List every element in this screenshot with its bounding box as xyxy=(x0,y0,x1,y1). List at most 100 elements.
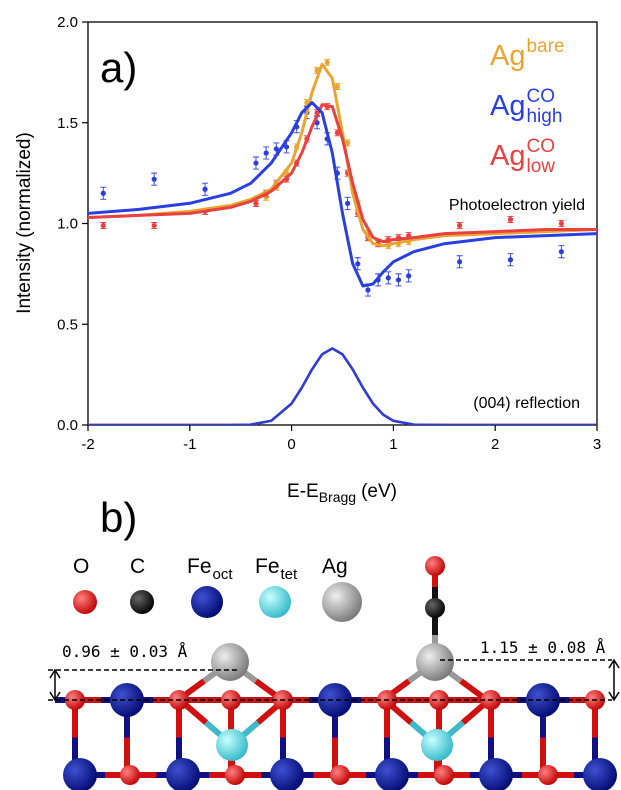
panel-label: b) xyxy=(100,494,137,541)
y-tick-label: 0.5 xyxy=(57,316,78,333)
data-point xyxy=(273,146,279,152)
arrow-head xyxy=(49,668,61,702)
data-point xyxy=(355,261,361,267)
legend-subscript: low xyxy=(526,156,555,177)
data-point xyxy=(253,160,259,166)
atom xyxy=(375,758,409,790)
legend-superscript: CO xyxy=(526,136,555,157)
atom xyxy=(526,683,560,717)
y-axis-label: Intensity (normalized) xyxy=(14,132,35,314)
data-point xyxy=(507,216,514,223)
legend-superscript: CO xyxy=(526,86,555,107)
data-point xyxy=(395,277,402,283)
data-point xyxy=(151,176,157,182)
x-tick-label: 3 xyxy=(593,436,601,453)
atom-sphere xyxy=(259,586,291,618)
atom-sphere xyxy=(73,590,97,614)
data-point xyxy=(263,150,269,156)
data-point xyxy=(253,200,259,206)
atom-sphere xyxy=(322,582,362,622)
x-tick-label: 0 xyxy=(287,436,295,453)
data-point xyxy=(100,190,106,196)
atom xyxy=(434,765,454,785)
distance-label: 1.15 ± 0.08 Å xyxy=(480,638,606,657)
fit-curve xyxy=(88,101,597,288)
data-point xyxy=(151,222,157,229)
x-label-subscript: Bragg xyxy=(319,489,356,505)
legend-label: Ag xyxy=(490,40,525,72)
plot-frame xyxy=(87,21,598,426)
atom xyxy=(63,758,97,790)
reflection-curve xyxy=(88,347,597,425)
y-tick-label: 1.5 xyxy=(57,115,78,132)
atom xyxy=(216,729,248,761)
data-point xyxy=(100,222,106,229)
legend-label: Ag xyxy=(490,140,525,172)
data-point xyxy=(344,200,351,206)
plot-area xyxy=(88,58,597,425)
atom-label: O xyxy=(73,555,89,578)
data-point xyxy=(558,220,564,227)
atom-label-subscript: oct xyxy=(213,566,234,583)
y-tick-label: 0.0 xyxy=(57,417,78,434)
data-point xyxy=(507,257,514,263)
x-tick-label: 1 xyxy=(389,436,397,453)
atom-sphere xyxy=(191,586,223,618)
fit-curve xyxy=(88,103,597,244)
atom-label: C xyxy=(130,555,145,578)
data-point xyxy=(406,273,412,279)
atom-label-subscript: tet xyxy=(281,566,299,583)
atom-legend: O C Fe oct Fe tet Ag xyxy=(73,555,362,622)
atom xyxy=(120,765,140,785)
distance-label: 0.96 ± 0.03 Å xyxy=(62,642,188,661)
data-point xyxy=(456,222,463,229)
y-tick-label: 1.0 xyxy=(57,216,78,233)
atom xyxy=(330,765,350,785)
y-tick-label: 2.0 xyxy=(57,14,78,31)
axes: -2 -1 0 1 2 3 0.0 0.5 1.0 1.5 2.0 xyxy=(57,14,601,453)
reflection-curve xyxy=(88,347,597,425)
atom xyxy=(225,765,245,785)
x-label-text: E-E xyxy=(287,481,319,502)
legend-superscript: bare xyxy=(526,36,564,57)
x-tick-label: -2 xyxy=(81,436,94,453)
atom xyxy=(583,758,617,790)
x-axis-label: E-EBragg (eV) xyxy=(287,481,397,505)
atom xyxy=(211,643,249,681)
annotation: Photoelectron yield xyxy=(449,197,585,214)
annotation: (004) reflection xyxy=(473,395,580,412)
panel-label: a) xyxy=(100,44,137,91)
data-point xyxy=(385,275,391,281)
x-tick-label: -1 xyxy=(183,436,196,453)
x-tick-label: 2 xyxy=(491,436,499,453)
atom xyxy=(425,556,445,576)
atom-label: Fe xyxy=(187,555,212,578)
atom xyxy=(429,690,449,710)
data-point xyxy=(283,144,290,150)
atom xyxy=(479,758,513,790)
arrow-head xyxy=(608,658,620,702)
atom xyxy=(538,765,558,785)
reflection-curve xyxy=(88,347,597,425)
atom xyxy=(166,758,200,790)
atom-label: Ag xyxy=(322,555,348,578)
data-point xyxy=(334,83,341,90)
atom xyxy=(318,683,352,717)
data-point xyxy=(344,140,351,146)
data-point xyxy=(365,287,371,293)
data-point xyxy=(202,186,208,192)
atom xyxy=(221,690,241,710)
atom xyxy=(421,729,453,761)
data-point xyxy=(324,59,330,65)
fit-curve xyxy=(88,62,597,248)
legend-subscript: high xyxy=(526,106,562,127)
data-point xyxy=(558,249,564,255)
atom xyxy=(425,598,445,618)
structure xyxy=(48,556,620,790)
legend-label: Ag xyxy=(490,90,525,122)
atom-sphere xyxy=(130,590,154,614)
atom xyxy=(416,643,454,681)
atom xyxy=(110,683,144,717)
